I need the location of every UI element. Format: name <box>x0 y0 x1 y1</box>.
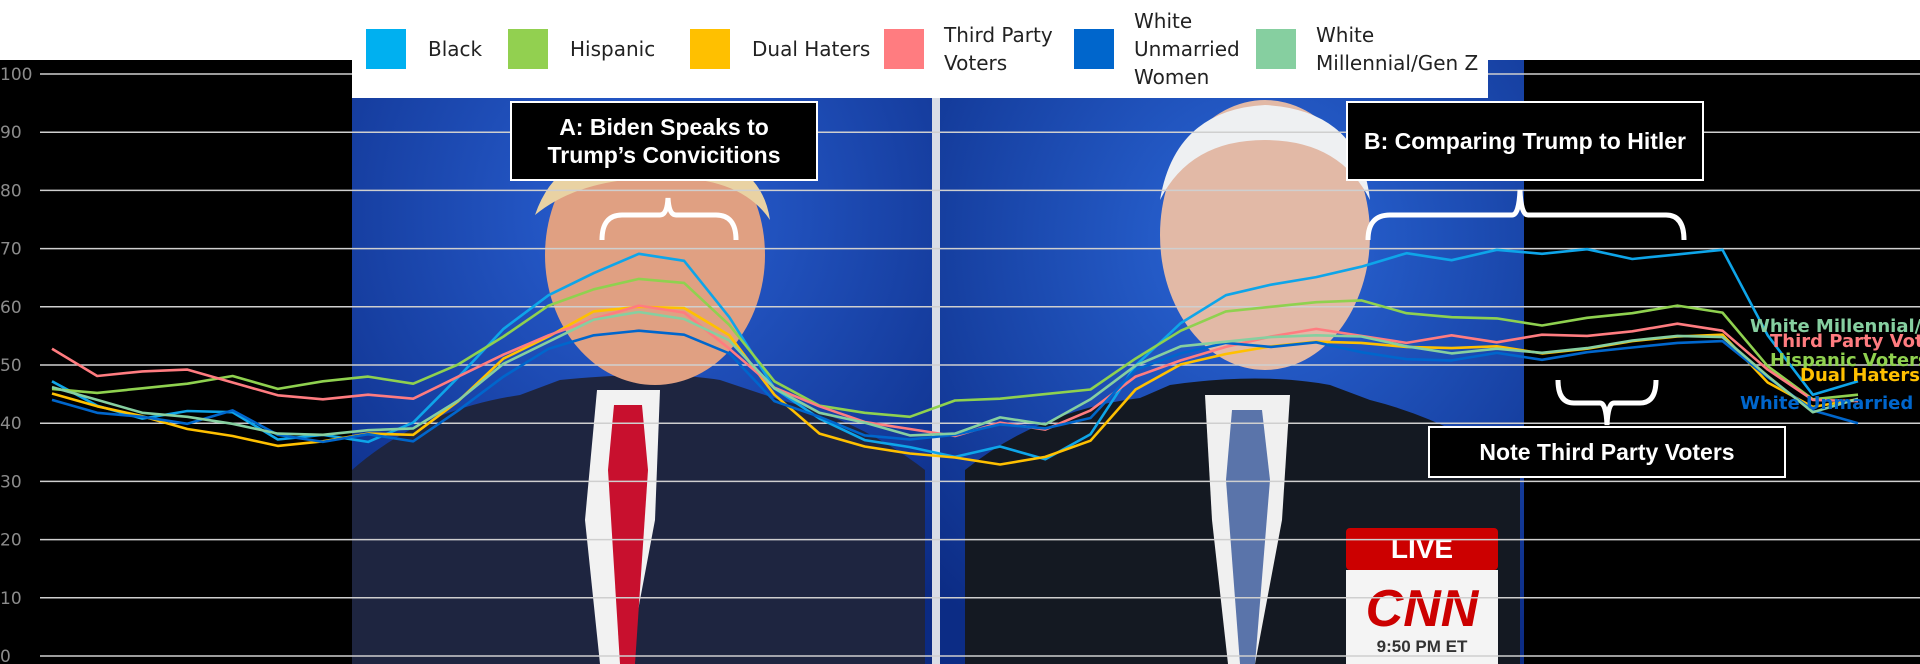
series-end-label: Hispanic Voters <box>1770 350 1920 371</box>
legend-item-third-party-voters: Third Party Voters <box>884 0 1062 98</box>
series-end-label: White Millennial/Gen Z <box>1750 316 1920 337</box>
legend-item-white-millennial-gen-z: White Millennial/Gen Z <box>1256 0 1492 98</box>
legend-swatch-third-party-voters <box>884 29 924 69</box>
live-badge: LIVE CNN 9:50 PM ET <box>1346 528 1498 664</box>
legend-swatch-hispanic <box>508 29 548 69</box>
series-line-hispanic <box>51 277 1859 419</box>
legend-label-white-millennial-gen-z: White Millennial/Gen Z <box>1316 23 1479 75</box>
series-end-label: Third Party Voters <box>1770 331 1920 352</box>
legend-item-black: Black <box>366 0 482 98</box>
time-label: 9:50 PM ET <box>1377 637 1468 656</box>
legend-label-hispanic: Hispanic <box>570 37 656 61</box>
legend-label-dual-haters: Dual Haters <box>752 37 871 61</box>
y-tick-label: 50 <box>0 356 22 376</box>
annotation-c: Note Third Party Voters <box>1428 426 1786 478</box>
legend-label-black: Black <box>428 37 483 61</box>
legend-label-white-unmarried-women: White Unmarried Women <box>1134 9 1240 89</box>
series-end-label: Dual Haters <box>1800 365 1920 386</box>
y-tick-label: 40 <box>0 414 22 434</box>
annotation-brackets <box>599 189 1687 426</box>
legend-label-third-party-voters: Third Party Voters <box>944 23 1053 75</box>
annotation-b: B: Comparing Trump to Hitler <box>1346 101 1704 181</box>
legend-item-dual-haters: Dual Haters <box>690 0 870 98</box>
annotation-a: A: Biden Speaks to Trump’s Convicitions <box>510 101 818 181</box>
y-tick-label: 10 <box>0 589 22 609</box>
bracket-c <box>1555 379 1659 426</box>
legend-swatch-white-millennial-gen-z <box>1256 29 1296 69</box>
legend-item-white-unmarried-women: White Unmarried Women <box>1074 0 1244 98</box>
legend-swatch-white-unmarried-women <box>1074 29 1114 69</box>
legend-swatch-black <box>366 29 406 69</box>
y-axis-tick-labels: 0 10 20 30 40 50 60 70 80 90 100 <box>0 65 32 664</box>
y-tick-label: 70 <box>0 240 22 260</box>
y-tick-label: 0 <box>0 647 11 664</box>
legend-item-hispanic: Hispanic <box>508 0 655 98</box>
bracket-a <box>599 197 739 241</box>
live-label: LIVE <box>1391 533 1453 564</box>
series-line-white-millennial-gen-z <box>51 310 1859 437</box>
network-logo: CNN <box>1366 580 1480 638</box>
legend: Black Hispanic Dual Haters Third Party V… <box>352 0 1488 98</box>
y-tick-label: 80 <box>0 181 22 201</box>
bracket-b <box>1365 189 1687 241</box>
y-tick-label: 20 <box>0 531 22 551</box>
y-tick-label: 60 <box>0 298 22 318</box>
y-tick-label: 90 <box>0 123 22 143</box>
y-tick-label: 30 <box>0 472 22 492</box>
series-lines <box>51 247 1859 466</box>
y-tick-label: 100 <box>0 65 32 85</box>
series-end-label: White Unmarried Women <box>1740 393 1920 414</box>
legend-swatch-dual-haters <box>690 29 730 69</box>
